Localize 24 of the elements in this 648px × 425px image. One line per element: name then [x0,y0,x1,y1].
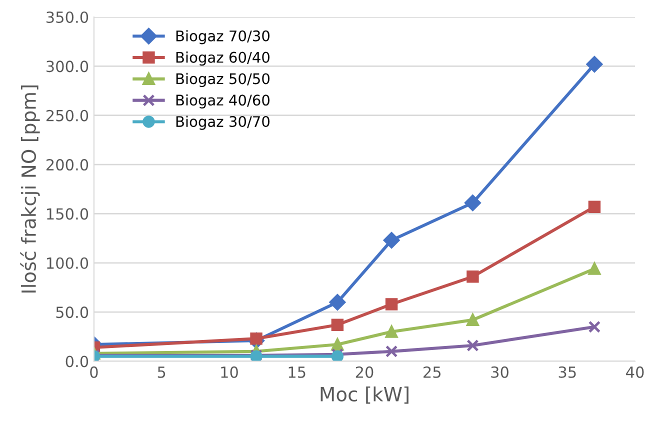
y-tick-label: 250.0 [46,110,88,122]
x-tick-label: 30 [491,366,508,378]
x-tick-label: 15 [288,366,306,378]
x-axis-title: Moc [kW] [320,386,408,404]
x-tick-label: 35 [558,366,576,378]
y-axis-title: Ilość frakcji NO [ppm] [20,86,40,292]
x-tick-label: 10 [221,366,238,378]
legend-label: Biogaz 50/50 [176,72,270,88]
x-tick-label: 25 [424,366,441,378]
legend-label: Biogaz 40/60 [176,94,270,108]
y-tick-label: 50.0 [56,306,88,318]
legend-label: Biogaz 70/30 [176,30,270,44]
x-tick-label: 5 [158,366,166,378]
y-tick-label: 300.0 [46,60,88,72]
x-tick-label: 20 [356,366,374,378]
y-tick-label: 350.0 [46,11,88,24]
legend-label: Biogaz 30/70 [176,116,270,130]
y-tick-label: 150.0 [47,208,88,220]
y-tick-label: 200.0 [46,159,88,171]
y-tick-label: 100.0 [47,257,88,269]
x-tick-label: 40 [626,366,644,378]
legend-label: Biogaz 60/40 [176,52,270,66]
x-tick-label: 0 [90,366,98,378]
y-tick-label: 0.0 [66,356,88,368]
